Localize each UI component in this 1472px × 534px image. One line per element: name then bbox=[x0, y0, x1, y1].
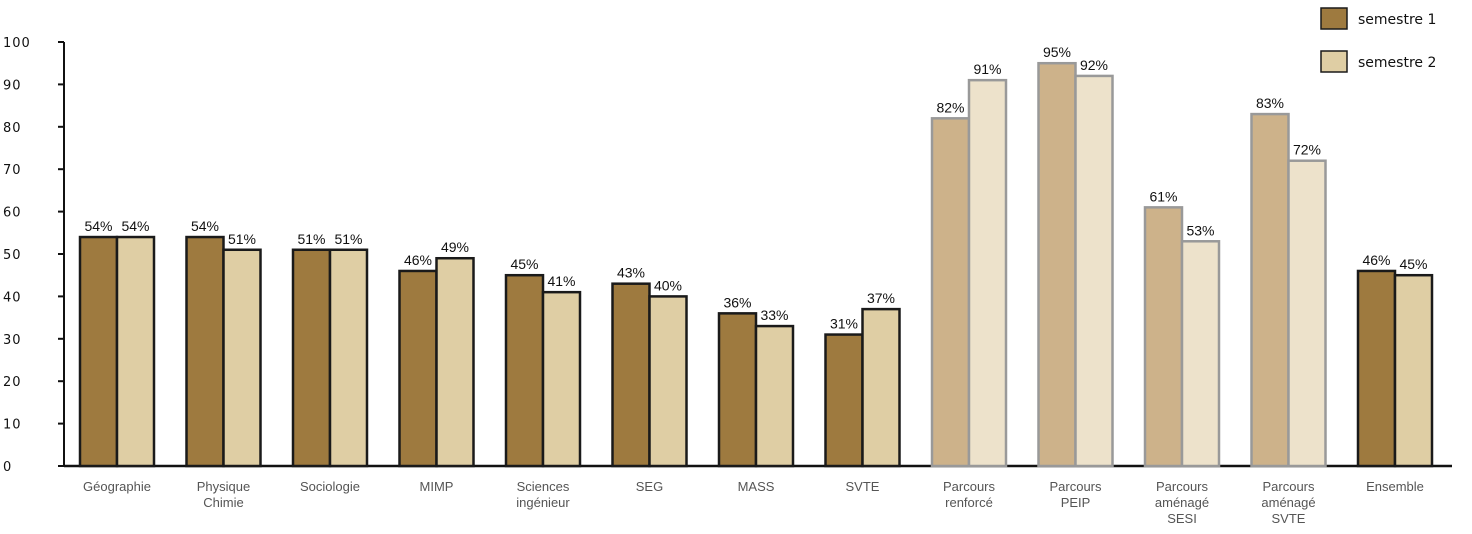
category-label: Parcours bbox=[1049, 479, 1102, 494]
data-label: 43% bbox=[617, 265, 645, 281]
category-label: Physique bbox=[197, 479, 250, 494]
data-label: 51% bbox=[228, 231, 256, 247]
y-tick-label: 10 bbox=[3, 418, 22, 433]
category-label: Sciences bbox=[517, 479, 570, 494]
category-label: SVTE bbox=[1272, 511, 1306, 526]
y-tick-label: 0 bbox=[3, 460, 12, 475]
bar bbox=[328, 248, 369, 468]
category-label: ingénieur bbox=[516, 495, 570, 510]
data-label: 92% bbox=[1080, 57, 1108, 73]
data-label: 33% bbox=[760, 307, 788, 323]
category-label: MASS bbox=[738, 479, 775, 494]
data-label: 61% bbox=[1149, 188, 1177, 204]
y-tick-label: 100 bbox=[3, 36, 31, 51]
bar bbox=[1143, 206, 1184, 468]
category-label: PEIP bbox=[1061, 495, 1091, 510]
bar bbox=[930, 117, 971, 468]
bar bbox=[967, 78, 1008, 468]
data-label: 40% bbox=[654, 277, 682, 293]
bar bbox=[435, 256, 475, 468]
y-tick-label: 30 bbox=[3, 333, 22, 348]
data-label: 51% bbox=[297, 231, 325, 247]
category-label: Sociologie bbox=[300, 479, 360, 494]
category-label: SVTE bbox=[846, 479, 880, 494]
bar bbox=[611, 282, 651, 468]
legend-label: semestre 2 bbox=[1358, 55, 1436, 71]
data-label: 37% bbox=[867, 290, 895, 306]
y-tick-label: 20 bbox=[3, 375, 22, 390]
bar bbox=[754, 324, 795, 468]
data-label: 83% bbox=[1256, 95, 1284, 111]
category-label: Chimie bbox=[203, 495, 243, 510]
data-label: 31% bbox=[830, 316, 858, 332]
data-label: 91% bbox=[973, 61, 1001, 77]
y-tick-label: 50 bbox=[3, 248, 22, 263]
data-label: 53% bbox=[1186, 222, 1214, 238]
category-label: SESI bbox=[1167, 511, 1197, 526]
y-tick-label: 60 bbox=[3, 206, 22, 221]
bar bbox=[1180, 240, 1221, 468]
category-label: aménagé bbox=[1261, 495, 1315, 510]
bar bbox=[861, 307, 901, 468]
category-label: Parcours bbox=[1156, 479, 1209, 494]
bar bbox=[222, 248, 262, 468]
category-label: Parcours bbox=[943, 479, 996, 494]
data-label: 49% bbox=[441, 239, 469, 255]
bar bbox=[1037, 61, 1077, 468]
category-label: renforcé bbox=[945, 495, 993, 510]
bar bbox=[717, 312, 758, 468]
category-label: MIMP bbox=[420, 479, 454, 494]
data-label: 41% bbox=[547, 273, 575, 289]
bar bbox=[504, 273, 545, 468]
data-label: 54% bbox=[84, 218, 112, 234]
y-tick-label: 80 bbox=[3, 121, 22, 136]
legend-swatch bbox=[1320, 50, 1348, 73]
bar bbox=[1393, 273, 1434, 468]
bar bbox=[1356, 269, 1397, 468]
data-label: 46% bbox=[404, 252, 432, 268]
data-label: 72% bbox=[1293, 142, 1321, 158]
category-label: Ensemble bbox=[1366, 479, 1424, 494]
bar bbox=[115, 235, 156, 468]
data-label: 45% bbox=[1399, 256, 1427, 272]
data-label: 51% bbox=[334, 231, 362, 247]
data-label: 54% bbox=[191, 218, 219, 234]
y-tick-label: 40 bbox=[3, 290, 22, 305]
data-label: 36% bbox=[723, 294, 751, 310]
y-tick-label: 70 bbox=[3, 163, 22, 178]
bar bbox=[824, 333, 864, 468]
bar bbox=[541, 290, 582, 468]
bar bbox=[1074, 74, 1114, 468]
data-label: 46% bbox=[1362, 252, 1390, 268]
category-label: aménagé bbox=[1155, 495, 1209, 510]
bar bbox=[78, 235, 119, 468]
bar bbox=[1287, 159, 1327, 468]
data-label: 54% bbox=[121, 218, 149, 234]
y-tick-label: 90 bbox=[3, 78, 22, 93]
category-label: Géographie bbox=[83, 479, 151, 494]
data-label: 82% bbox=[936, 99, 964, 115]
data-label: 95% bbox=[1043, 44, 1071, 60]
legend-label: semestre 1 bbox=[1358, 12, 1436, 28]
bar bbox=[185, 235, 225, 468]
bar bbox=[398, 269, 438, 468]
bar bbox=[1250, 112, 1290, 468]
bar bbox=[648, 295, 688, 468]
bar bbox=[291, 248, 332, 468]
category-label: SEG bbox=[636, 479, 663, 494]
data-label: 45% bbox=[510, 256, 538, 272]
category-label: Parcours bbox=[1262, 479, 1315, 494]
legend-swatch bbox=[1320, 7, 1348, 30]
